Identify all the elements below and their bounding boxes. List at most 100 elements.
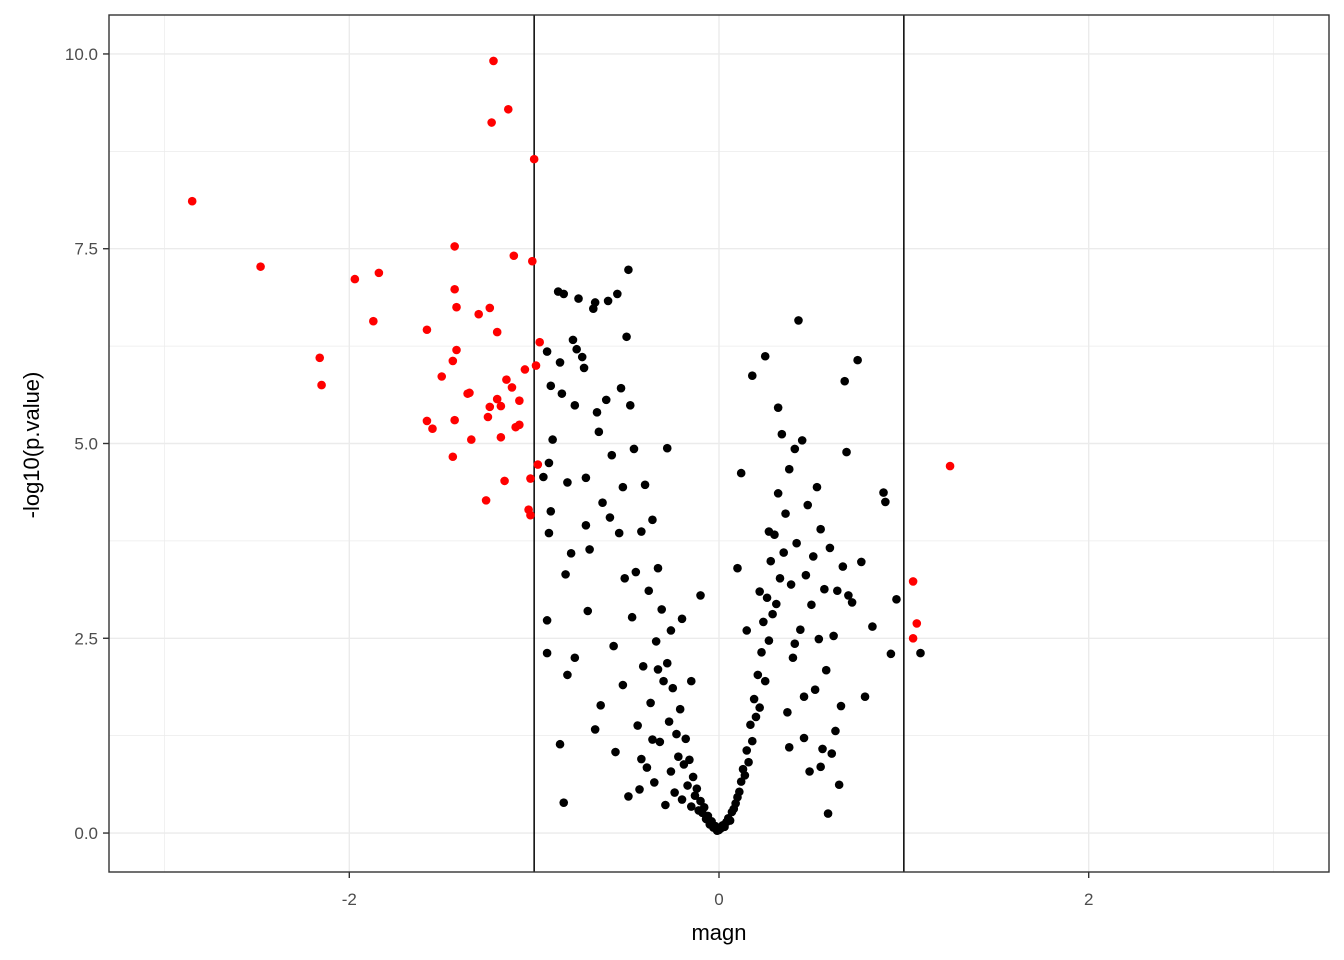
data-point [670, 788, 679, 797]
data-point [557, 389, 567, 398]
data-point [542, 347, 552, 356]
significant-point [492, 394, 502, 404]
significant-point [533, 460, 543, 469]
data-point [868, 622, 877, 631]
data-point [668, 683, 678, 693]
data-point [847, 598, 857, 607]
data-point [699, 803, 709, 812]
data-point [629, 444, 639, 454]
data-point [764, 527, 774, 536]
significant-point [448, 356, 458, 366]
data-point [581, 473, 591, 483]
data-point [829, 631, 838, 641]
data-point [648, 515, 657, 525]
data-point [757, 647, 766, 657]
data-point [542, 648, 552, 658]
data-point [577, 352, 587, 362]
significant-point [531, 361, 541, 370]
significant-point [503, 104, 513, 114]
data-point [853, 355, 862, 365]
significant-point [437, 372, 447, 381]
significant-point [515, 396, 524, 405]
data-point [633, 721, 642, 730]
data-point [781, 509, 790, 518]
data-point [651, 637, 661, 646]
data-point [818, 744, 827, 754]
data-point [609, 641, 618, 651]
data-point [821, 665, 831, 675]
data-point [742, 626, 752, 635]
data-point [808, 552, 818, 561]
data-point [803, 500, 813, 510]
data-point [653, 563, 663, 573]
data-point [666, 767, 676, 776]
data-point [777, 429, 787, 439]
data-point [607, 450, 617, 460]
data-point [585, 545, 594, 554]
significant-point [515, 420, 524, 430]
points [187, 56, 955, 836]
data-point [590, 298, 600, 307]
data-point [755, 703, 764, 712]
data-point [746, 720, 755, 730]
data-point [594, 427, 604, 437]
data-point [653, 665, 663, 674]
significant-point [908, 633, 918, 643]
data-point [790, 639, 800, 649]
data-point [833, 586, 842, 596]
data-point [662, 443, 672, 453]
significant-point [350, 274, 360, 284]
data-point [736, 777, 746, 786]
data-point [570, 653, 580, 663]
data-point [581, 521, 591, 530]
data-point [755, 587, 764, 596]
significant-point [502, 375, 511, 384]
y-tick-label: 5.0 [74, 435, 98, 454]
data-point [566, 549, 576, 558]
data-point [792, 538, 801, 548]
x-tick-label: -2 [342, 890, 357, 909]
y-tick-label: 2.5 [74, 629, 98, 648]
significant-point [485, 303, 495, 313]
data-point [596, 700, 605, 710]
data-point [783, 707, 792, 717]
data-point [786, 580, 796, 589]
data-point [603, 296, 613, 306]
y-tick-label: 7.5 [74, 240, 98, 259]
data-point [831, 726, 840, 736]
data-point [838, 562, 848, 571]
data-point [916, 648, 925, 658]
data-point [816, 524, 825, 534]
significant-point [463, 389, 472, 398]
significant-point [507, 383, 517, 392]
data-point [661, 800, 670, 810]
data-point [733, 563, 742, 573]
significant-point [187, 196, 197, 206]
data-point [614, 528, 624, 538]
data-point [886, 649, 896, 659]
data-point [674, 752, 683, 761]
significant-point [374, 268, 384, 278]
data-point [685, 755, 694, 765]
data-point [747, 736, 757, 746]
data-point [773, 489, 783, 498]
data-point [688, 772, 698, 782]
data-point [677, 614, 687, 624]
data-point [627, 612, 637, 622]
data-point [696, 796, 705, 806]
data-point [892, 595, 901, 604]
data-point [675, 704, 685, 714]
data-point [546, 381, 556, 391]
x-tick-label: 0 [714, 890, 723, 909]
data-point [740, 771, 750, 780]
data-point [790, 444, 800, 454]
significant-point [500, 476, 509, 486]
data-point [539, 472, 548, 482]
data-point [568, 335, 578, 345]
data-point [751, 712, 761, 722]
significant-point [450, 242, 459, 251]
data-point [592, 408, 602, 417]
data-point [762, 593, 772, 603]
data-point [611, 747, 620, 757]
significant-point [496, 432, 506, 442]
